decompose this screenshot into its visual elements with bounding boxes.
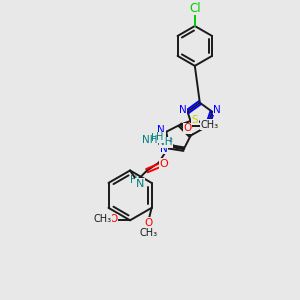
- Text: O: O: [159, 159, 168, 169]
- Text: NH: NH: [142, 135, 158, 145]
- Text: S: S: [192, 115, 198, 125]
- Text: $_2$: $_2$: [168, 136, 174, 145]
- Text: O: O: [145, 218, 153, 228]
- Text: N: N: [136, 178, 144, 189]
- Text: N: N: [160, 144, 168, 154]
- Text: H: H: [151, 133, 159, 143]
- Text: O: O: [109, 214, 117, 224]
- Text: CH₃: CH₃: [201, 120, 219, 130]
- Text: H: H: [130, 175, 138, 184]
- Text: N: N: [178, 105, 186, 115]
- Text: O: O: [183, 123, 191, 133]
- Text: N: N: [158, 125, 165, 135]
- Text: CH₃: CH₃: [140, 228, 158, 238]
- Text: Cl: Cl: [189, 2, 201, 15]
- Text: H: H: [156, 132, 164, 142]
- Text: NH: NH: [157, 137, 172, 147]
- Text: N: N: [213, 105, 221, 115]
- Text: CH₃: CH₃: [93, 214, 111, 224]
